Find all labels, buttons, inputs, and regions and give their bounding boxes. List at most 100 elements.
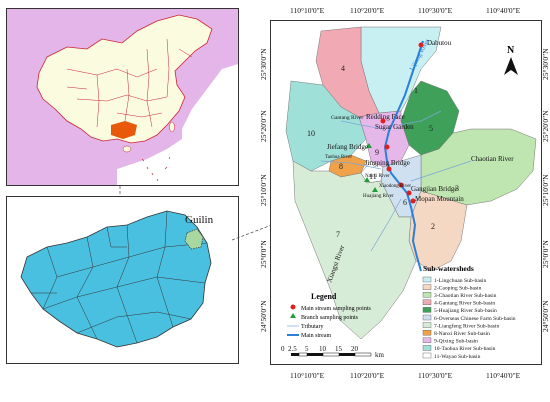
scale-tick: 2.5 [288, 345, 297, 353]
legend-item-tributary: Tributary [301, 324, 323, 330]
sampling-point [418, 42, 424, 48]
xiaodong-river-label: Xiaodong River [379, 184, 411, 189]
hainan-island [122, 145, 132, 153]
scale-tick: 0 [281, 345, 285, 353]
subwatershed-item: 7-Liangfeng River Sub-basin [434, 322, 499, 329]
mopan-mountain-label: Mopan Mountain [415, 195, 464, 203]
subbasin-7 [292, 160, 417, 340]
subwatershed-swatch [422, 299, 432, 305]
subbasin-label: 8 [339, 162, 343, 171]
sugar-garden-label: Sugar Garden [375, 123, 414, 131]
subwatershed-swatch [422, 314, 432, 321]
chaotian-river-label: Chaotian River [471, 155, 514, 163]
subwatershed-title: Sub-watersheds [423, 264, 474, 273]
subbasin-label: 3 [455, 184, 459, 193]
province-boundaries [66, 38, 193, 128]
subbasin-label: 1 [414, 86, 418, 95]
main-stream-sampling-points [380, 42, 424, 204]
gangjian-bridge-label: Gangjian Bridge [411, 185, 457, 193]
guangxi-county-boundaries [31, 210, 208, 344]
scale-bar: 0 2.5 5 10 15 20 km [281, 345, 385, 359]
subbasin-9 [358, 110, 410, 168]
branch-point-icon [290, 313, 296, 318]
subbasin-label: 11 [369, 172, 377, 181]
legend-item-main-points: Main stream sampling points [301, 306, 371, 312]
branch-point [366, 143, 372, 148]
redding-face-label: Redding Face [366, 113, 405, 121]
subbasin-label: 2 [431, 222, 435, 231]
gantang-river-label: Gantang River [331, 115, 363, 121]
tributaries [320, 110, 472, 252]
china-outline [36, 14, 213, 144]
subwatershed-item: 3-Chaotian River Sub-basin [434, 293, 497, 299]
sampling-point [406, 190, 412, 196]
subwatershed-item: 9-Qixing Sub-basin [434, 339, 478, 345]
sea-area [182, 64, 238, 185]
scale-tick: 10 [319, 345, 327, 353]
north-arrow: N [504, 45, 518, 75]
sampling-point [398, 182, 404, 188]
subwatershed-swatch [422, 276, 432, 283]
sea-area-south [117, 139, 182, 185]
huajiang-river-label: Huajiang River [363, 194, 394, 199]
scale-unit: km [375, 351, 385, 359]
sampling-point [410, 198, 416, 204]
scale-seg [298, 352, 308, 357]
subbasin-label: 7 [336, 230, 340, 239]
legend-item-main-stream: Main stream [301, 333, 331, 339]
subbasin-label: 4 [341, 64, 345, 73]
subwatershed-swatch [422, 292, 432, 298]
subwatershed-swatch [422, 307, 432, 313]
scale-tick: 5 [305, 345, 309, 353]
guangxi-map-svg: Guilin [20, 210, 214, 348]
scale-tick: 15 [335, 345, 343, 353]
sampling-point [380, 118, 386, 124]
jingping-bridge-label: Jingping Bridge [365, 159, 410, 167]
subwatershed-swatch [422, 345, 432, 351]
subbasin-label: 10 [307, 129, 315, 138]
subwatershed-swatch [422, 284, 432, 290]
guilin-study-area [184, 228, 204, 250]
scale-tick: 20 [351, 345, 359, 353]
north-arrow-icon [504, 57, 518, 75]
legend-box: Legend Main stream sampling points Branc… [287, 292, 371, 339]
south-sea-islands [141, 156, 171, 182]
nanxi-river-label: Nanxi River [365, 174, 390, 179]
subwatershed-swatch [422, 330, 432, 336]
branch-sampling-points [364, 143, 378, 192]
subwatershed-item: 8-Nanxi River Sub-basin [434, 331, 490, 337]
guangxi-outline [20, 210, 212, 348]
scale-seg [354, 352, 372, 357]
subwatershed-swatch [422, 352, 432, 359]
subbasin-label: 5 [429, 124, 433, 133]
scale-seg [291, 353, 299, 356]
branch-point [364, 177, 370, 182]
main-stream-point-icon [290, 304, 296, 310]
legend-item-branch-points: Branch sampling points [301, 315, 359, 321]
subwatershed-item: 2-Caoping Sub-basin [434, 285, 482, 291]
subwatershed-item: 6-Overseas Chinese Farm Sub-basin [434, 316, 516, 322]
subwatershed-item: 4-Gantang River Sub-basin [434, 301, 495, 307]
china-overview-map [6, 8, 239, 186]
sampling-point [386, 166, 392, 172]
china-map-svg [36, 14, 238, 185]
branch-point [372, 187, 378, 192]
guangxi-highlight [111, 121, 137, 139]
subwatershed-swatch [422, 322, 432, 328]
dabutou-label: Dabutou [427, 39, 452, 47]
subbasin-label: 6 [403, 198, 407, 207]
scale-seg [307, 353, 323, 356]
guangxi-map: Guilin [6, 196, 239, 364]
subwatershed-swatch [422, 337, 432, 343]
scale-seg [339, 353, 355, 356]
jiefang-bridge-label: Jiefang Bridge [327, 143, 368, 151]
subwatershed-legend: Sub-watersheds 1-Lingchuan Sub-basin2-Ca… [422, 264, 516, 360]
taiwan-island [169, 121, 175, 133]
study-area-map: 1 2 3 4 5 6 7 8 9 10 11 Dabutou Lijiang … [270, 20, 542, 365]
study-area-svg: 1 2 3 4 5 6 7 8 9 10 11 Dabutou Lijiang … [281, 26, 537, 360]
north-label: N [507, 45, 515, 56]
subwatershed-item: 10-Taohua River Sub-basin [434, 346, 496, 352]
subbasin-number-labels: 1 2 3 4 5 6 7 8 9 10 11 [307, 64, 459, 239]
subwatershed-item: 1-Lingchuan Sub-basin [434, 278, 487, 284]
subwatershed-item: 11-Wayao Sub-basin [434, 354, 481, 360]
